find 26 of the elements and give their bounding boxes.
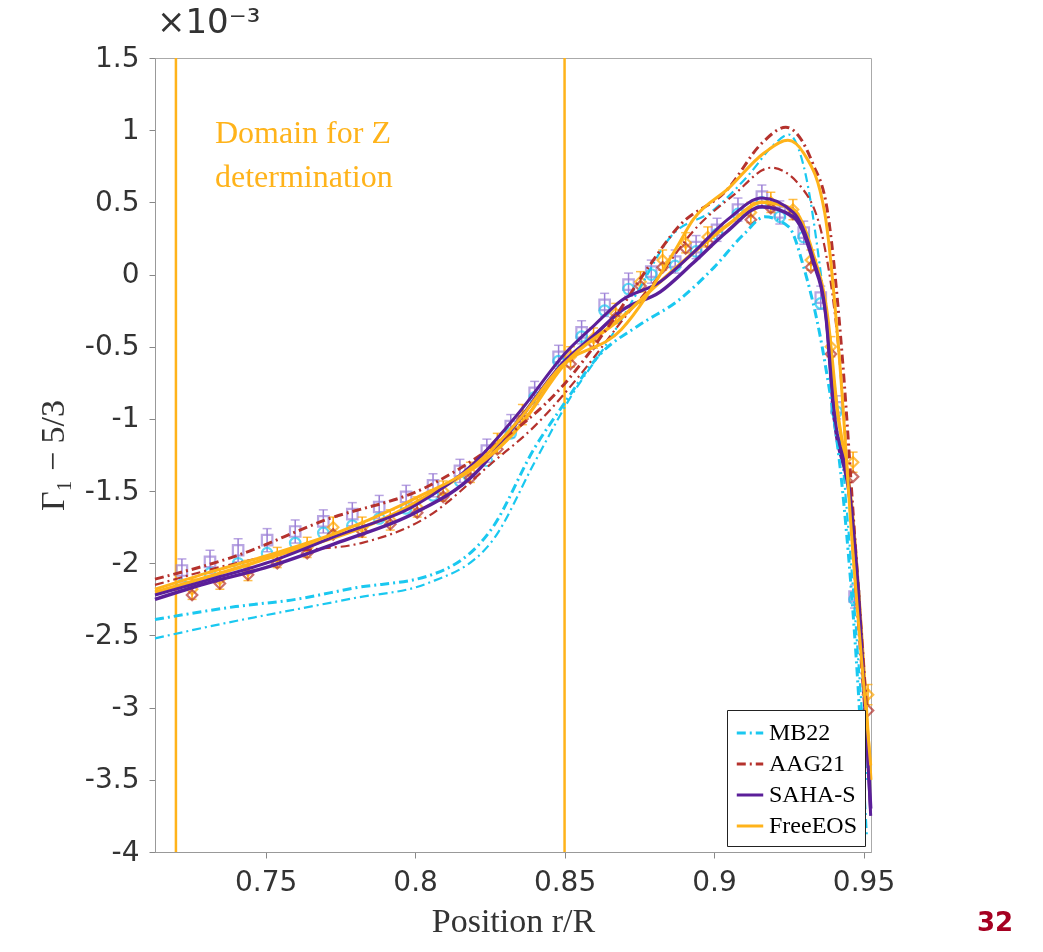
y-tick-label: 1 xyxy=(121,112,140,146)
y-tick-label: -1 xyxy=(111,401,140,435)
y-tick-label: 1.5 xyxy=(94,40,140,74)
legend-label: MB22 xyxy=(769,719,831,745)
y-tick-label: -0.5 xyxy=(84,329,140,363)
y-tick-label: -2 xyxy=(111,545,140,579)
x-tick-label: 0.8 xyxy=(393,864,438,898)
x-tick-label: 0.85 xyxy=(533,864,597,898)
legend-label: SAHA-S xyxy=(769,781,856,807)
y-tick-label: 0 xyxy=(121,257,140,291)
annotation: Domain for Z determination xyxy=(215,114,393,194)
y-tick-label: 0.5 xyxy=(94,184,140,218)
x-axis-title: Position r/R xyxy=(431,901,596,939)
x-tick-label: 0.75 xyxy=(234,864,298,898)
y-tick-label: -3 xyxy=(111,690,140,724)
y-tick-label: -2.5 xyxy=(84,617,140,651)
y-axis-title: Γ₁ − 5/3 xyxy=(33,399,71,512)
legend-label: AAG21 xyxy=(769,750,845,776)
y-tick-label: -3.5 xyxy=(84,762,140,796)
text: 32 xyxy=(976,907,1014,937)
x-tick-label: 0.9 xyxy=(692,864,737,898)
y-tick-label: -1.5 xyxy=(84,473,140,507)
legend-label: FreeEOS xyxy=(769,812,857,838)
text: ×10⁻³ xyxy=(157,1,261,41)
x-tick-label: 0.95 xyxy=(832,864,896,898)
y-tick-label: -4 xyxy=(111,834,140,868)
